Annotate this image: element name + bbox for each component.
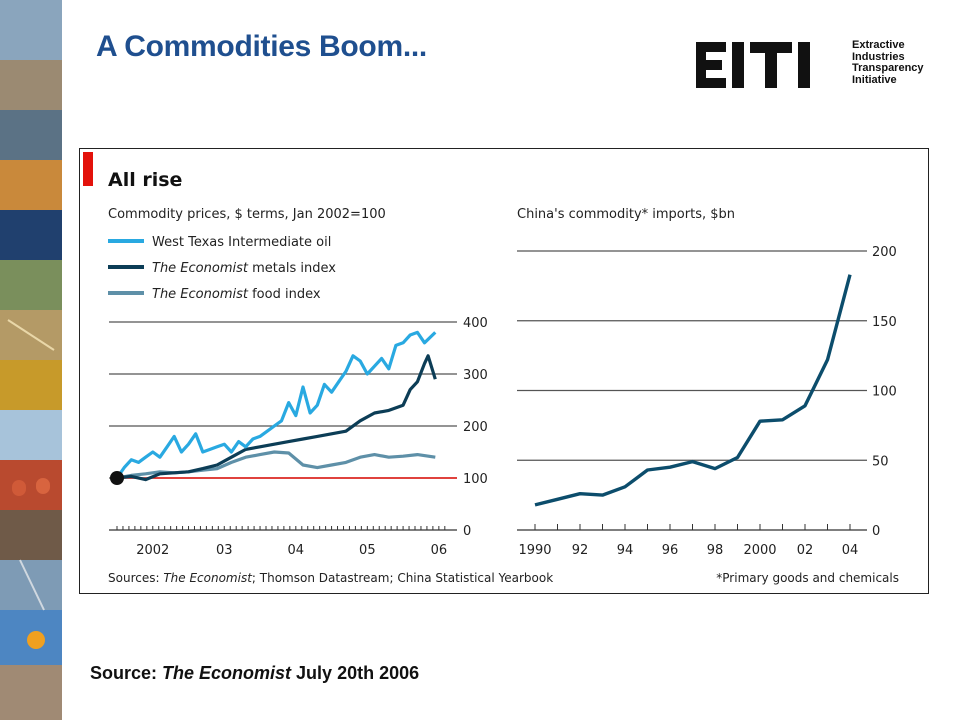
right-x-tick-label: 04 (842, 543, 859, 558)
left-y-tick-label: 200 (463, 420, 488, 435)
logo-caption-line: Industries (852, 50, 905, 63)
right-x-tick-label: 2000 (743, 543, 776, 558)
source-prefix: Source: (90, 663, 163, 683)
right-x-tick-label: 94 (617, 543, 634, 558)
right-y-tick-label: 200 (872, 245, 897, 260)
right-y-tick-label: 100 (872, 385, 897, 400)
logo-caption-line: Initiative (852, 73, 897, 86)
chart-accent-bar (83, 152, 93, 186)
left-x-tick-label: 2002 (136, 543, 169, 558)
left-x-tick-label: 06 (431, 543, 448, 558)
right-chart-subtitle: China's commodity* imports, $bn (517, 207, 735, 222)
left-y-tick-label: 0 (463, 524, 471, 539)
right-series-line (534, 274, 852, 507)
slide-source: Source: The Economist July 20th 2006 (90, 663, 419, 684)
legend-label-italic: The Economist (152, 261, 249, 276)
right-x-tick-label: 96 (662, 543, 679, 558)
chart-legend: West Texas Intermediate oil The Economis… (108, 235, 336, 302)
logo-caption-line: Transparency (852, 62, 924, 74)
left-plot: 0 100 200 300 400 2002 03 04 05 06 (109, 316, 488, 558)
left-y-tick-label: 300 (463, 368, 488, 383)
logo-caption-line: Extractive (852, 39, 905, 51)
left-series-line-1 (116, 354, 437, 482)
decorative-photo-strip (0, 0, 62, 720)
left-x-tick-label: 03 (216, 543, 233, 558)
start-point-marker (110, 471, 124, 485)
left-chart-subtitle: Commodity prices, $ terms, Jan 2002=100 (108, 207, 386, 222)
right-x-tick-label: 98 (707, 543, 724, 558)
left-x-tick-label: 04 (288, 543, 305, 558)
source-date: July 20th 2006 (291, 663, 420, 683)
legend-label-rest: food index (248, 287, 321, 302)
slide-title: A Commodities Boom... (96, 30, 427, 63)
right-y-tick-label: 0 (872, 524, 880, 539)
economist-chart: All rise Commodity prices, $ terms, Jan … (79, 148, 929, 594)
legend-label-food: The Economist food index (152, 287, 321, 302)
logo-caption: Extractive Industries Transparency Initi… (852, 39, 924, 86)
legend-label-rest: metals index (248, 261, 336, 276)
sources-rest: ; Thomson Datastream; China Statistical … (252, 571, 553, 585)
right-x-tick-label: 92 (572, 543, 589, 558)
left-series-line-0 (115, 330, 437, 479)
chart-sources: Sources: The Economist; Thomson Datastre… (108, 571, 553, 585)
legend-label-metals: The Economist metals index (152, 261, 336, 276)
left-y-tick-label: 100 (463, 472, 488, 487)
chart-heading: All rise (108, 169, 182, 191)
legend-label-oil: West Texas Intermediate oil (152, 235, 331, 250)
photo-collage (0, 0, 62, 720)
right-plot: 0 50 100 150 200 1990 92 94 96 98 2000 02 04 (517, 245, 897, 558)
source-publication: The Economist (162, 663, 292, 683)
right-x-tick-label: 02 (797, 543, 814, 558)
sources-italic: The Economist (163, 571, 253, 585)
sources-prefix: Sources: (108, 571, 163, 585)
right-y-tick-label: 150 (872, 315, 897, 330)
legend-label-italic: The Economist (152, 287, 249, 302)
legend-label-rest: West Texas Intermediate oil (152, 235, 331, 250)
left-y-tick-label: 400 (463, 316, 488, 331)
right-y-tick-label: 50 (872, 454, 889, 469)
chart-footnote: *Primary goods and chemicals (716, 571, 899, 585)
left-x-tick-label: 05 (359, 543, 376, 558)
right-x-tick-label: 1990 (518, 543, 551, 558)
eiti-logo (696, 42, 810, 88)
